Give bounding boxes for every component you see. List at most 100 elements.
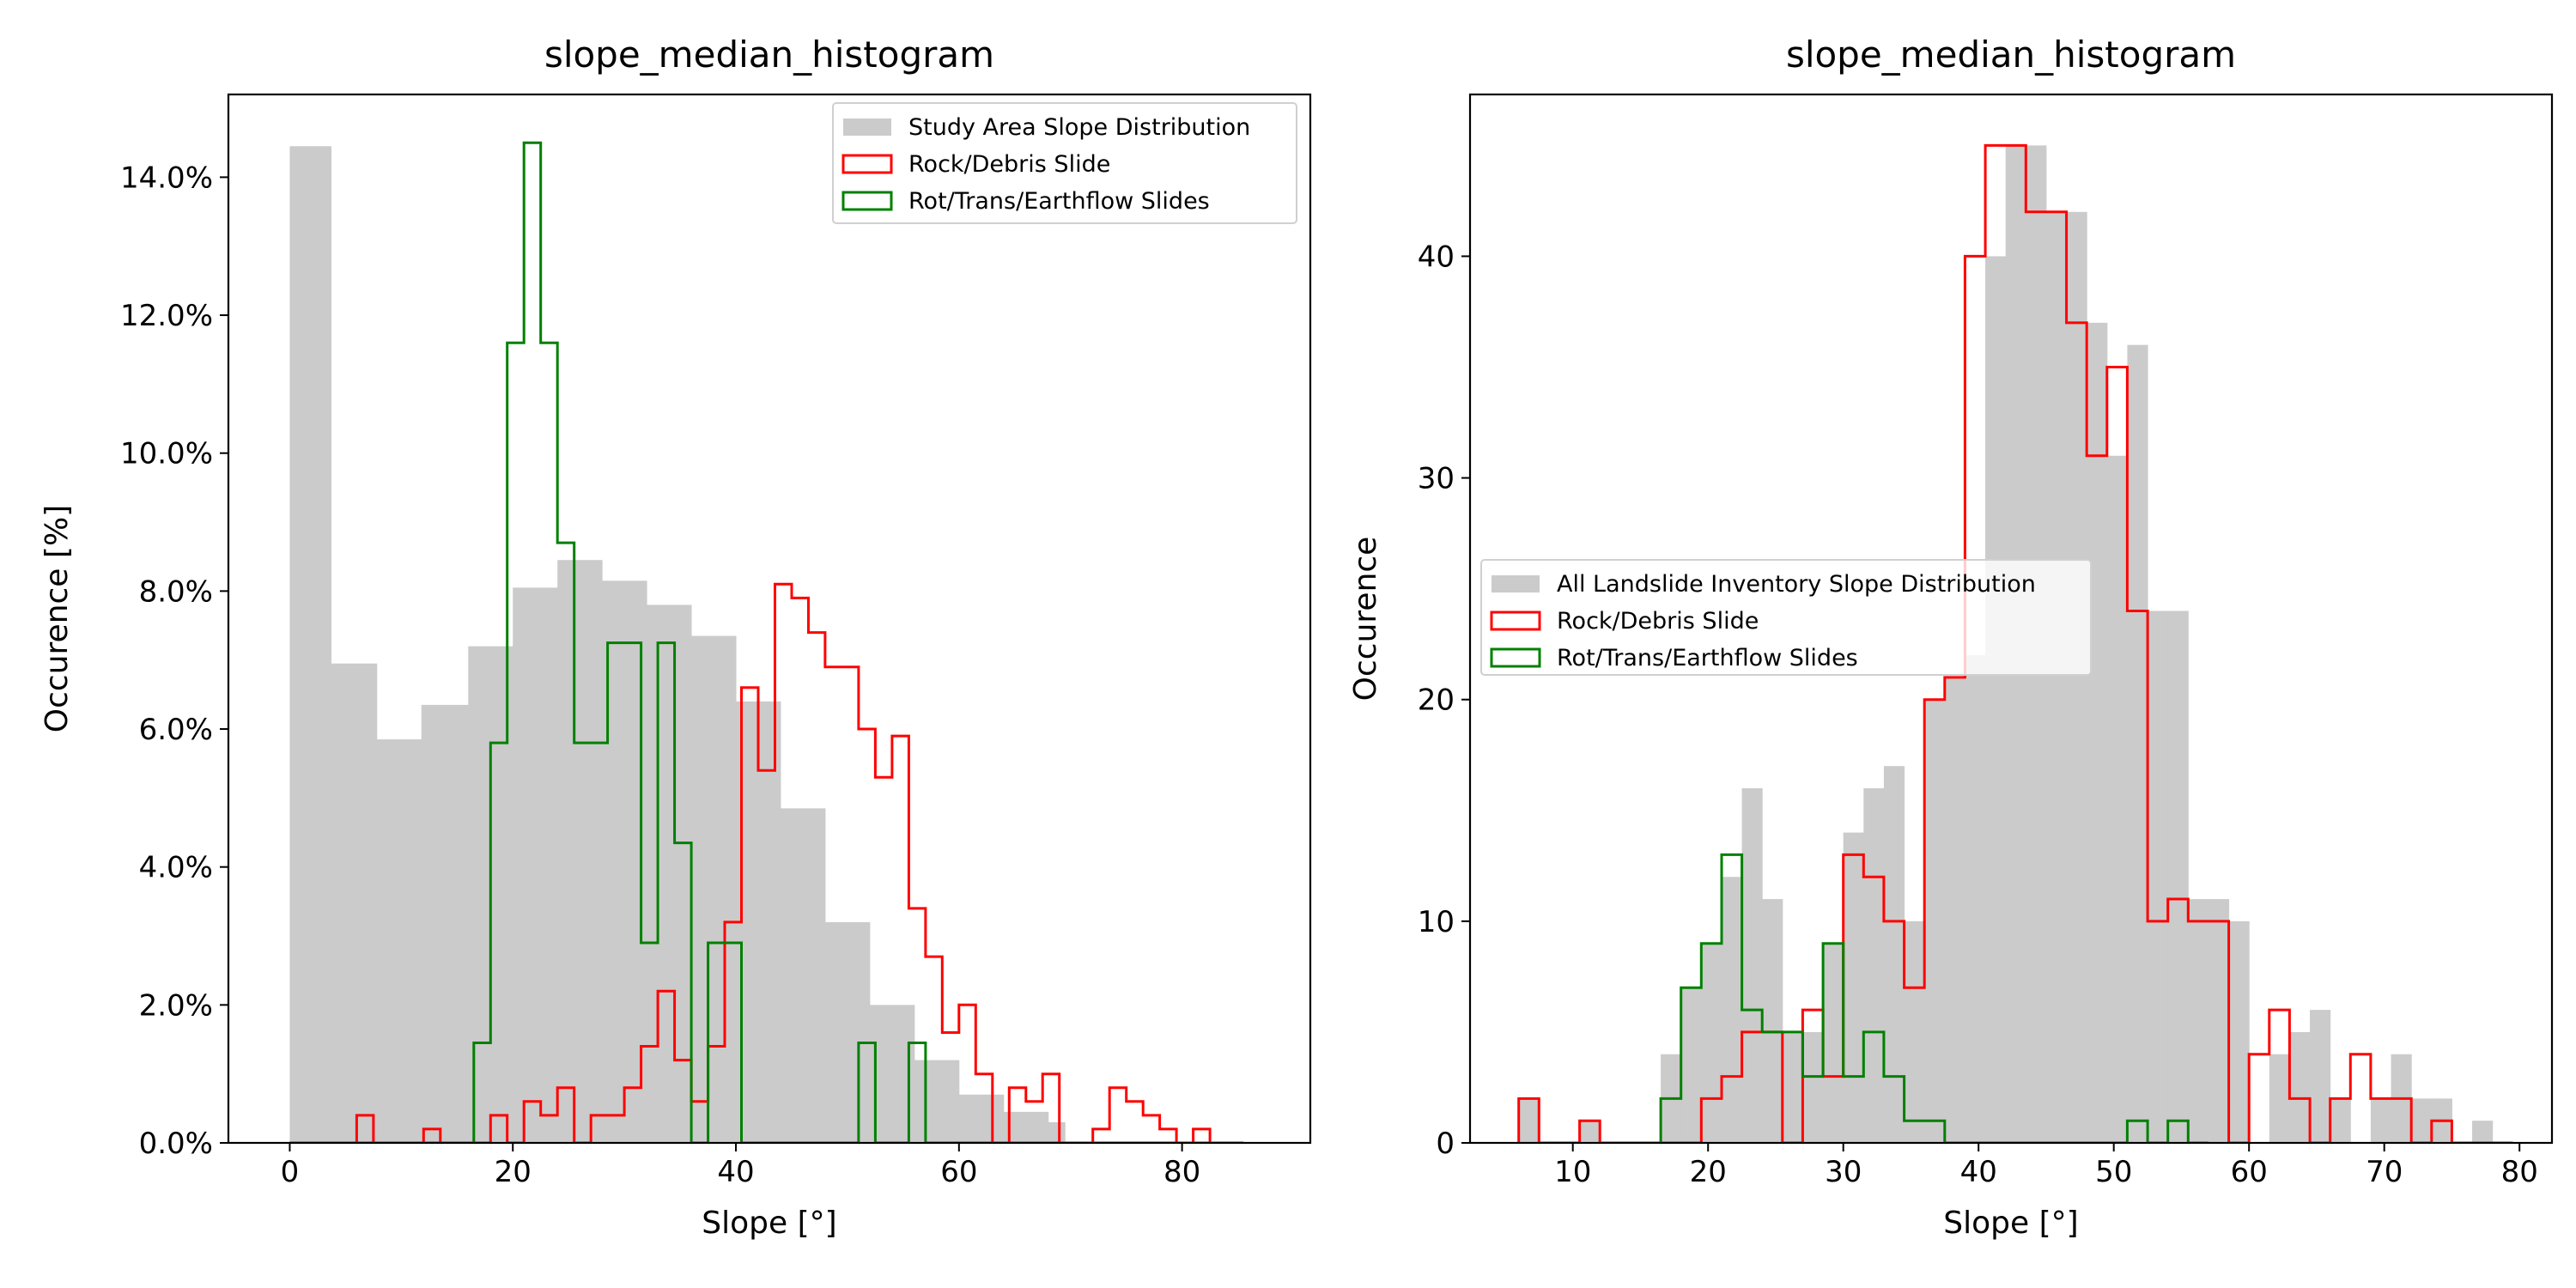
hist-bar — [958, 1094, 1005, 1143]
step-series-1 — [289, 582, 1212, 1143]
hist-bar — [602, 580, 647, 1143]
y-axis-label: Occurence [%] — [39, 505, 75, 732]
hist-bar — [647, 605, 692, 1143]
hist-bar — [1579, 1121, 1601, 1143]
hist-bar — [2167, 611, 2189, 1143]
hist-bar — [2330, 1098, 2351, 1143]
y-tick-label: 4.0% — [139, 851, 213, 885]
legend-swatch — [1492, 575, 1540, 592]
hist-bar — [1985, 256, 2007, 1143]
legend-swatch — [841, 191, 893, 211]
hist-bar — [1863, 787, 1885, 1143]
x-tick-label: 10 — [1554, 1155, 1591, 1189]
legend-label: Rock/Debris Slide — [908, 151, 1110, 178]
legend-swatch — [841, 154, 893, 174]
hist-bar — [914, 1060, 960, 1143]
legend-frame — [1480, 559, 2092, 676]
hist-bar — [2472, 1121, 2494, 1143]
x-tick-label: 60 — [940, 1155, 977, 1189]
hist-bar — [2370, 1098, 2392, 1143]
x-tick-label: 50 — [2095, 1155, 2132, 1189]
legend-label: Study Area Slope Distribution — [908, 114, 1250, 141]
hist-bar — [1883, 766, 1905, 1143]
y-tick-label: 2.0% — [139, 988, 213, 1023]
y-axis-label: Occurence — [1348, 537, 1383, 702]
x-tick-label: 70 — [2366, 1155, 2403, 1189]
y-tick-label: 8.0% — [139, 574, 213, 609]
hist-bar — [2127, 344, 2148, 1143]
legend-swatch — [1490, 611, 1541, 631]
y-tick-label: 10 — [1418, 905, 1455, 939]
x-tick-label: 80 — [1163, 1155, 1200, 1189]
x-axis-label: Slope [°] — [702, 1206, 836, 1241]
hist-bar — [1782, 1031, 1803, 1143]
hist-bar — [736, 701, 781, 1143]
hist-bar — [869, 1005, 915, 1143]
step-series-2 — [289, 141, 1244, 1143]
left-chart: 0 20 40 60 80 0.0% 2.0% 4.0% 6.0% 8.0% 10.0% 12.0% 1… — [39, 33, 1312, 1241]
hist-bar — [2066, 211, 2087, 1143]
y-tick-label: 14.0% — [120, 161, 213, 195]
y-tick-label: 0.0% — [139, 1127, 213, 1161]
hist-bar — [289, 146, 332, 1143]
x-tick-label: 40 — [717, 1155, 754, 1189]
hist-bar — [1003, 1111, 1049, 1143]
legend-frame — [832, 102, 1297, 224]
right-chart: 10 20 30 40 50 60 70 80 0 10 20 30 40 slope_median_hi… — [1348, 33, 2554, 1241]
axes-frame — [1468, 93, 2554, 1145]
y-tick-label: 10.0% — [120, 437, 213, 471]
hist-bar — [1701, 943, 1722, 1143]
hist-bar — [1048, 1121, 1066, 1143]
step-series-1 — [1517, 143, 2513, 1143]
legend: All Landslide Inventory Slope Distributi… — [1480, 559, 2092, 676]
hist-bar — [2289, 1031, 2311, 1143]
x-tick-label: 20 — [1690, 1155, 1727, 1189]
hist-bar — [1944, 677, 1965, 1143]
x-tick-label: 60 — [2231, 1155, 2268, 1189]
legend-label: Rot/Trans/Earthflow Slides — [1557, 645, 1858, 671]
y-tick-label: 20 — [1418, 683, 1455, 718]
y-tick-label: 6.0% — [139, 713, 213, 747]
hist-bar — [2188, 899, 2209, 1143]
hist-bar — [1762, 899, 1783, 1143]
legend: Study Area Slope Distribution Rock/Debris… — [832, 102, 1297, 224]
x-tick-label: 40 — [1960, 1155, 1997, 1189]
hist-bar — [1843, 832, 1864, 1143]
legend-swatch — [843, 118, 891, 136]
legend-swatch — [1490, 647, 1541, 668]
hist-bar — [691, 635, 737, 1143]
x-tick-label: 80 — [2501, 1155, 2538, 1189]
hist-bar — [2106, 455, 2128, 1143]
hist-bar — [2045, 211, 2068, 1143]
hist-bar — [2269, 1054, 2290, 1143]
hist-bar — [2087, 322, 2108, 1143]
step-series-2 — [1659, 853, 2208, 1143]
hist-bar — [780, 808, 826, 1143]
x-tick-label: 0 — [281, 1155, 300, 1189]
hist-bar — [1924, 699, 1946, 1143]
hist-bar — [1518, 1098, 1540, 1143]
hist-bar — [1965, 655, 1986, 1143]
hist-bar — [824, 921, 871, 1143]
hist-bar — [2228, 920, 2250, 1143]
chart-title: slope_median_histogram — [544, 33, 994, 76]
hist-bar — [1802, 1031, 1824, 1143]
hist-bar — [2208, 899, 2230, 1143]
hist-bar — [421, 704, 469, 1143]
hist-bar — [1741, 787, 1763, 1143]
hist-bar — [513, 587, 558, 1143]
legend-label: All Landslide Inventory Slope Distributi… — [1557, 571, 2036, 598]
hist-bar — [1721, 877, 1743, 1143]
hist-bar — [557, 560, 603, 1143]
x-tick-label: 30 — [1825, 1155, 1862, 1189]
hist-bar — [1680, 987, 1702, 1143]
hist-bar — [331, 663, 378, 1143]
hist-bar — [376, 739, 422, 1143]
hist-bar — [2411, 1098, 2433, 1143]
chart-title: slope_median_histogram — [1786, 33, 2236, 76]
hist-bar — [1904, 920, 1925, 1143]
x-axis-label: Slope [°] — [1943, 1206, 2078, 1241]
hist-bar — [2148, 611, 2169, 1143]
plot-area — [289, 141, 1244, 1143]
